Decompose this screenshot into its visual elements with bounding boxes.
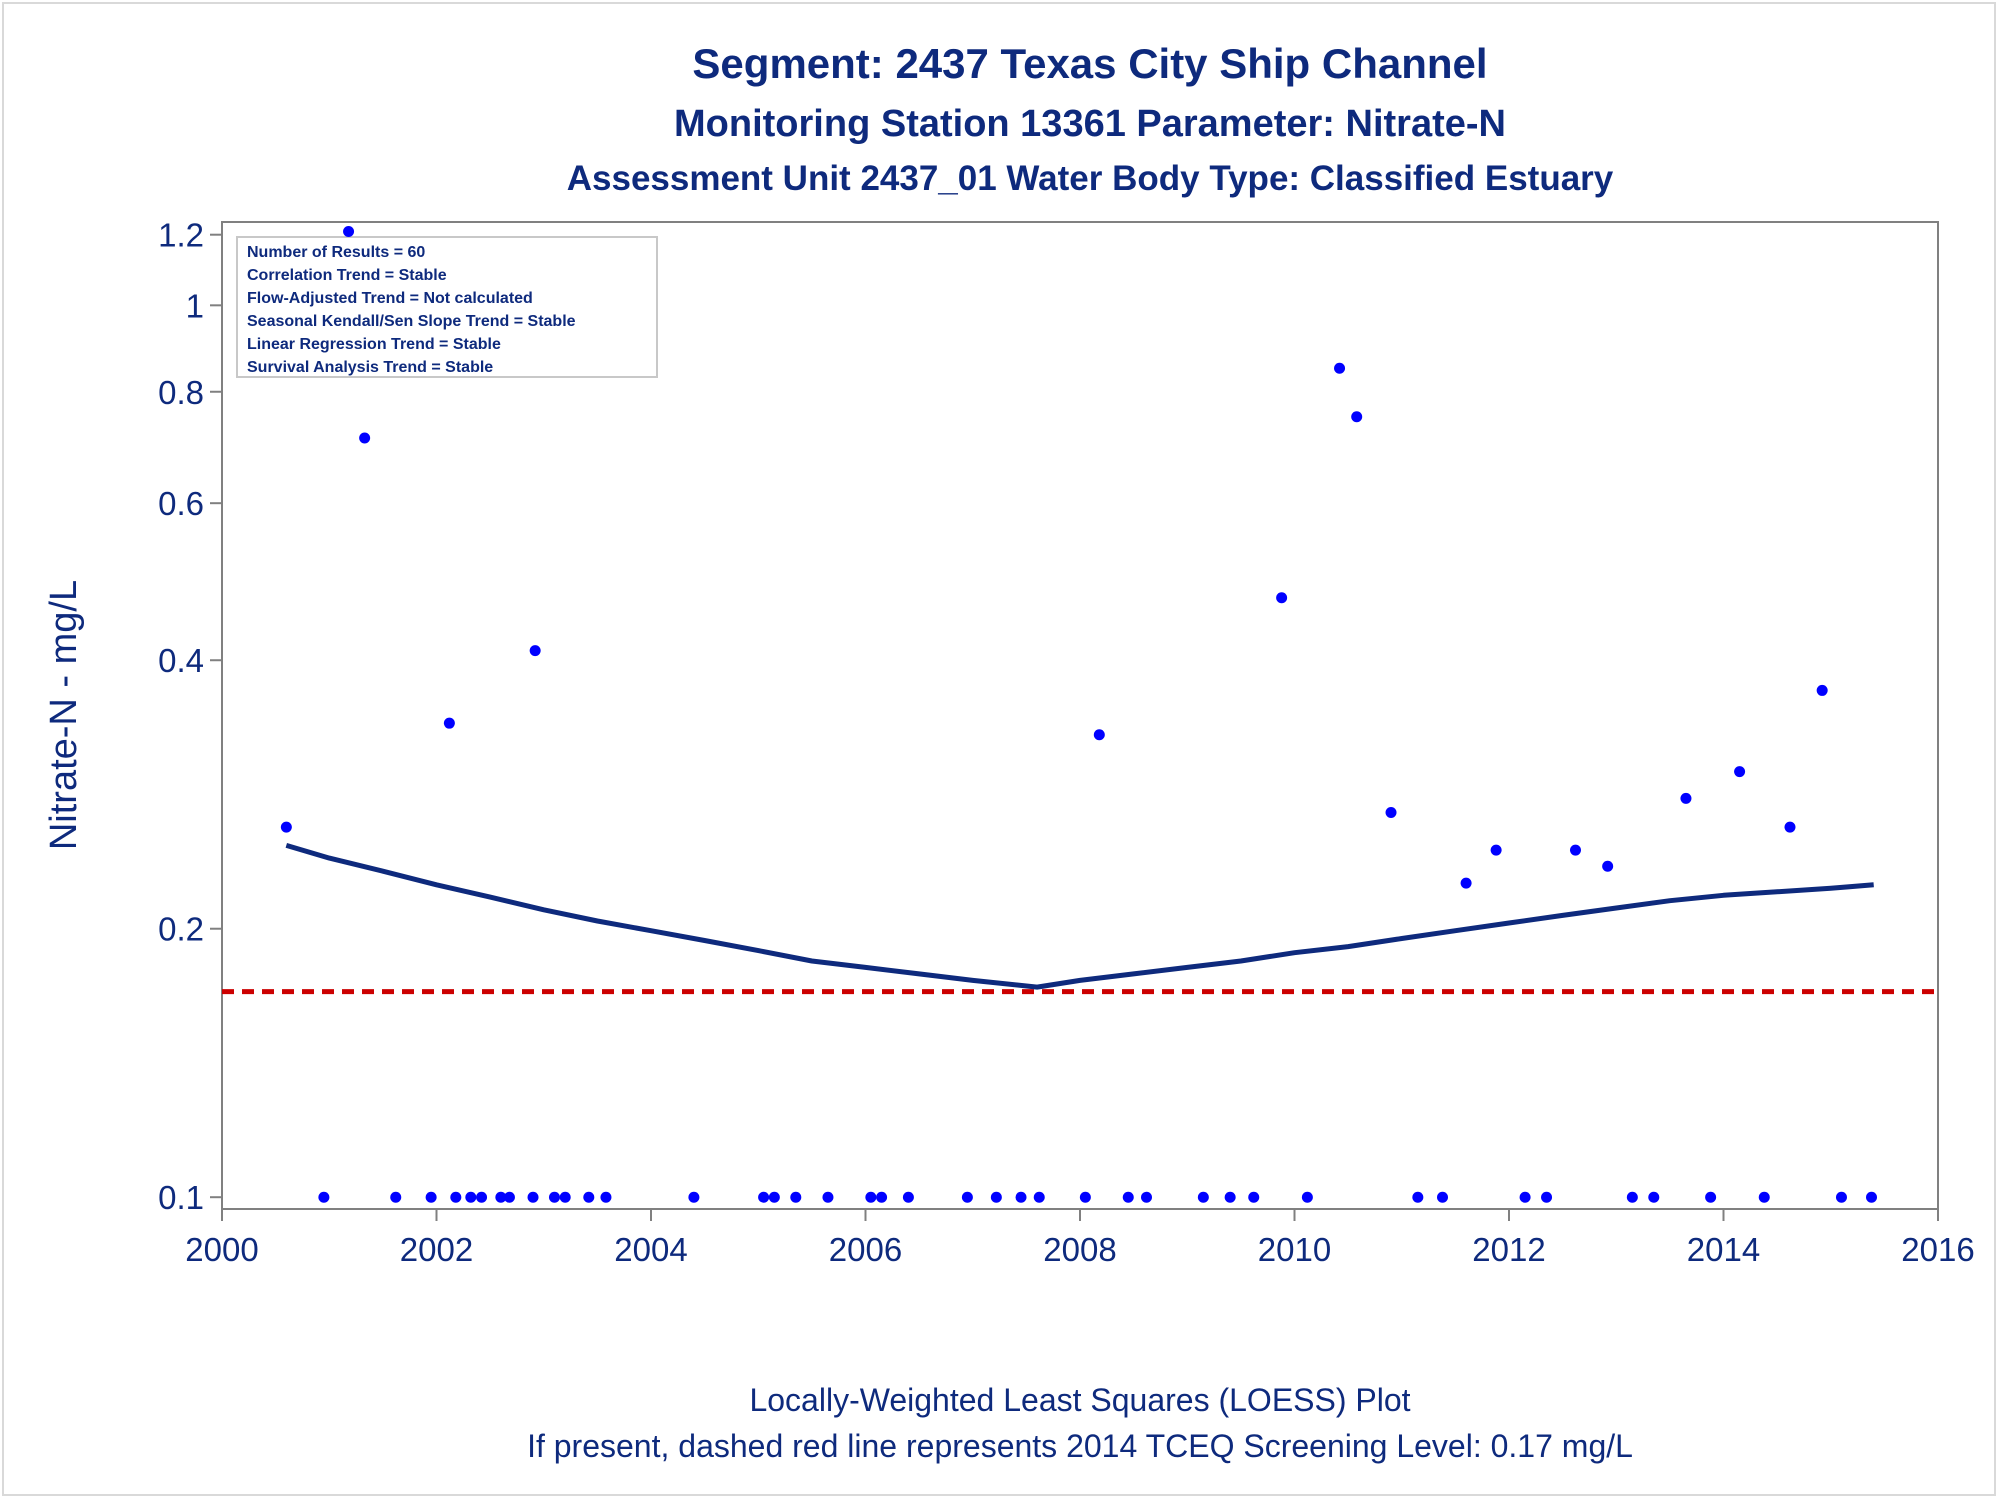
data-point (503, 1191, 515, 1203)
data-point (1122, 1191, 1134, 1203)
stats-line-flow-adjusted: Flow-Adjusted Trend = Not calculated (247, 290, 533, 307)
data-point (1734, 766, 1746, 778)
x-tick-label: 2000 (185, 1231, 258, 1268)
data-point (876, 1191, 888, 1203)
data-point (495, 1191, 507, 1203)
data-point (1626, 1191, 1638, 1203)
data-point (600, 1191, 612, 1203)
stats-box-border (236, 236, 658, 378)
data-point (318, 1191, 330, 1203)
data-point (865, 1191, 877, 1203)
data-point (1437, 1191, 1449, 1203)
data-point (476, 1191, 488, 1203)
data-point (1519, 1191, 1531, 1203)
data-point (359, 432, 371, 444)
data-point (1033, 1191, 1045, 1203)
data-point (1140, 1191, 1152, 1203)
y-tick-label: 0.1 (158, 1179, 204, 1216)
data-point (425, 1191, 437, 1203)
data-point (583, 1191, 595, 1203)
y-tick-label: 0.4 (158, 642, 204, 679)
y-axis-label: Nitrate-N - mg/L (43, 580, 85, 850)
data-point (1301, 1191, 1313, 1203)
loess-line (285, 843, 1874, 990)
y-tick-label: 0.8 (158, 374, 204, 411)
stats-line-linear-regression: Linear Regression Trend = Stable (247, 336, 501, 353)
x-tick-label: 2002 (400, 1231, 473, 1268)
data-point (961, 1191, 973, 1203)
y-axis: 0.1 0.2 0.4 0.6 0.8 1 1.2 (158, 217, 222, 1216)
data-point (1197, 1191, 1209, 1203)
data-point (902, 1191, 914, 1203)
data-point (1705, 1191, 1717, 1203)
data-point (280, 821, 292, 833)
data-point (1680, 792, 1692, 804)
data-point (1093, 729, 1105, 741)
data-point (1569, 844, 1581, 856)
data-point (1648, 1191, 1660, 1203)
data-point (1248, 1191, 1260, 1203)
data-point (1334, 362, 1346, 374)
stats-line-survival: Survival Analysis Trend = Stable (247, 359, 493, 376)
x-tick-label: 2004 (614, 1231, 687, 1268)
data-point (822, 1191, 834, 1203)
data-point (1758, 1191, 1770, 1203)
data-point (1276, 592, 1288, 604)
data-point (1015, 1191, 1027, 1203)
data-point (1866, 1191, 1878, 1203)
y-tick-label: 0.6 (158, 485, 204, 522)
data-point (548, 1191, 560, 1203)
data-point (758, 1191, 770, 1203)
stats-line-seasonal-kendall: Seasonal Kendall/Sen Slope Trend = Stabl… (247, 313, 576, 330)
data-point (1784, 821, 1796, 833)
chart-subtitle-2: Assessment Unit 2437_01 Water Body Type:… (567, 159, 1614, 198)
y-tick-label: 1.2 (158, 217, 204, 254)
y-tick-label: 0.2 (158, 911, 204, 948)
x-tick-label: 2016 (1901, 1231, 1974, 1268)
data-point (529, 645, 541, 657)
data-point (1835, 1191, 1847, 1203)
data-point (1224, 1191, 1236, 1203)
data-point (1602, 860, 1614, 872)
data-point (1351, 411, 1363, 423)
data-point (1412, 1191, 1424, 1203)
points-layer (280, 225, 1878, 1203)
x-tick-label: 2010 (1258, 1231, 1331, 1268)
data-point (1816, 684, 1828, 696)
chart-subtitle: Monitoring Station 13361 Parameter: Nitr… (674, 103, 1506, 145)
x-tick-label: 2014 (1687, 1231, 1760, 1268)
y-tick-label: 1 (186, 287, 204, 324)
x-tick-label: 2008 (1043, 1231, 1116, 1268)
data-point (1490, 844, 1502, 856)
data-point (1385, 806, 1397, 818)
stats-line-correlation: Correlation Trend = Stable (247, 267, 447, 284)
footnote-loess: Locally-Weighted Least Squares (LOESS) P… (749, 1382, 1410, 1418)
data-point (443, 717, 455, 729)
data-point (688, 1191, 700, 1203)
data-point (1541, 1191, 1553, 1203)
chart-title: Segment: 2437 Texas City Ship Channel (692, 40, 1487, 87)
data-point (559, 1191, 571, 1203)
stats-box: Number of Results = 60 Correlation Trend… (236, 236, 658, 378)
data-point (1460, 877, 1472, 889)
x-tick-label: 2006 (829, 1231, 902, 1268)
footnote-screening: If present, dashed red line represents 2… (527, 1428, 1633, 1464)
x-tick-label: 2012 (1472, 1231, 1545, 1268)
data-point (790, 1191, 802, 1203)
loess-layer (285, 843, 1874, 990)
data-point (343, 225, 355, 237)
data-point (1079, 1191, 1091, 1203)
data-point (465, 1191, 477, 1203)
data-point (390, 1191, 402, 1203)
x-axis: 2000 2002 2004 2006 2008 2010 2012 2014 2016 (185, 1209, 1975, 1268)
stats-line-results: Number of Results = 60 (247, 244, 425, 261)
data-point (768, 1191, 780, 1203)
data-point (990, 1191, 1002, 1203)
data-point (527, 1191, 539, 1203)
data-point (450, 1191, 462, 1203)
